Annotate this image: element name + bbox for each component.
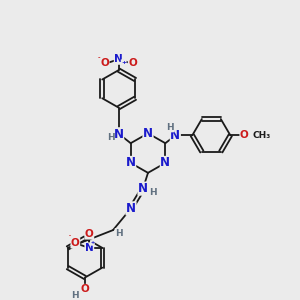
Text: O: O	[240, 130, 249, 140]
Text: O: O	[128, 58, 137, 68]
Text: N: N	[170, 129, 180, 142]
Text: O: O	[71, 238, 80, 248]
Text: CH₃: CH₃	[252, 131, 271, 140]
Text: H: H	[149, 188, 157, 197]
Text: O: O	[85, 229, 94, 239]
Text: N: N	[126, 156, 136, 170]
Text: H: H	[115, 229, 123, 238]
Text: -: -	[68, 233, 70, 238]
Text: O: O	[81, 284, 89, 294]
Text: N: N	[114, 54, 123, 64]
Text: +: +	[90, 240, 94, 245]
Text: N: N	[160, 156, 170, 170]
Text: H: H	[107, 133, 115, 142]
Text: H: H	[167, 123, 174, 132]
Text: N: N	[85, 243, 94, 253]
Text: H: H	[71, 291, 79, 300]
Text: +: +	[121, 60, 126, 65]
Text: -: -	[98, 55, 100, 60]
Text: O: O	[100, 58, 109, 68]
Text: N: N	[138, 182, 148, 195]
Text: N: N	[114, 128, 124, 141]
Text: N: N	[143, 127, 153, 140]
Text: N: N	[126, 202, 136, 215]
